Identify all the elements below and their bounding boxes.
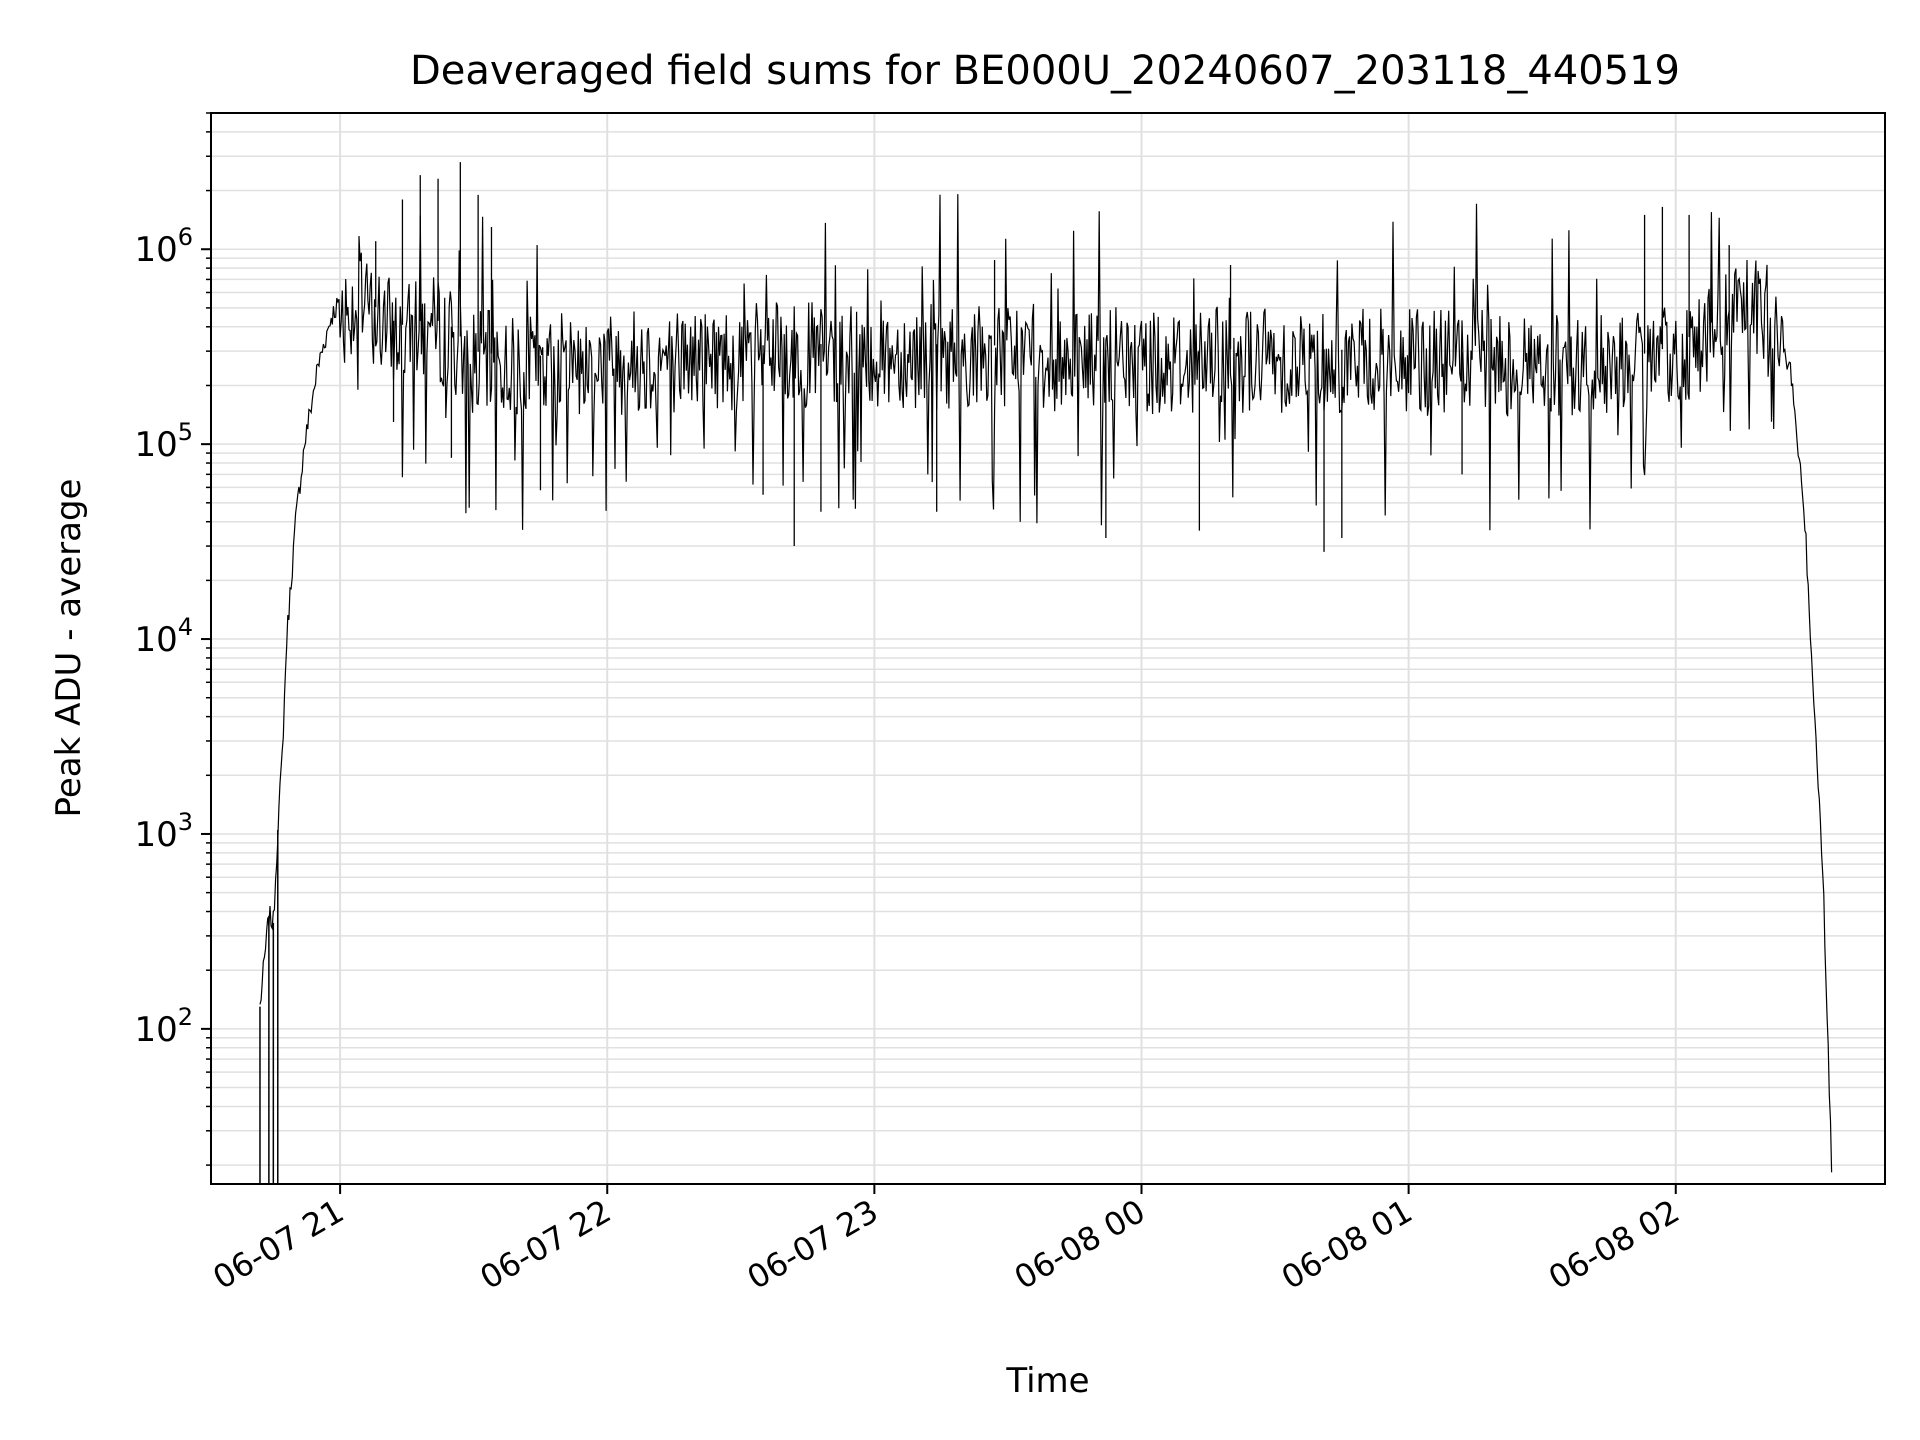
y-tick-label: 102 <box>134 1003 193 1050</box>
grid-lines <box>211 112 1885 1184</box>
y-tick-label-exponent: 5 <box>178 418 193 446</box>
y-tick-label-exponent: 3 <box>178 808 193 836</box>
y-tick-label: 103 <box>134 808 193 855</box>
y-tick-label: 104 <box>134 613 193 660</box>
plot-area <box>259 162 1833 1184</box>
y-tick-label-exponent: 2 <box>178 1003 193 1031</box>
y-tick-label: 106 <box>134 223 193 270</box>
y-tick-label-base: 10 <box>134 620 177 660</box>
series-line <box>259 194 1833 1173</box>
y-tick-label-base: 10 <box>134 815 177 855</box>
y-tick-label-exponent: 6 <box>178 223 193 251</box>
y-tick-label-exponent: 4 <box>178 613 193 641</box>
y-tick-label-base: 10 <box>134 230 177 270</box>
x-axis-label: Time <box>1005 1361 1089 1401</box>
y-tick-label-base: 10 <box>134 425 177 465</box>
y-axis-label: Peak ADU - average <box>49 479 89 818</box>
y-tick-label-base: 10 <box>134 1010 177 1050</box>
chart-title: Deaveraged field sums for BE000U_2024060… <box>410 48 1680 94</box>
y-tick-label: 105 <box>134 418 193 465</box>
